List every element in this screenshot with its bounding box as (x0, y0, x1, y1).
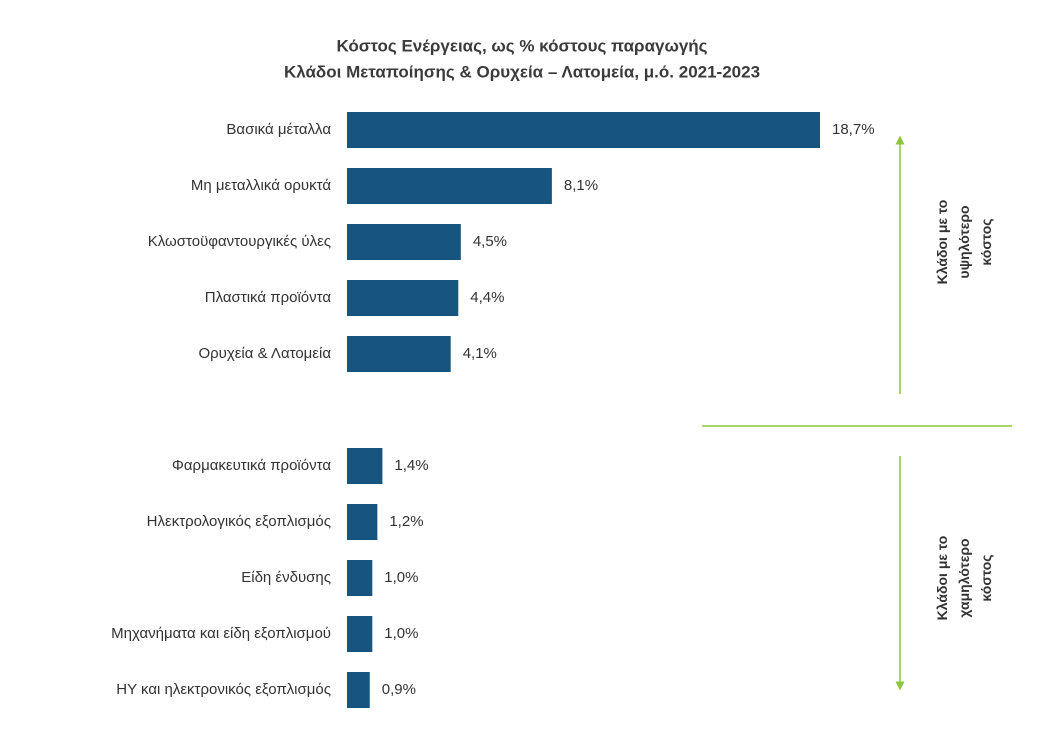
value-label: 1,0% (384, 569, 418, 586)
bar (347, 672, 370, 708)
group-label-line: Κλάδοι με το (934, 200, 950, 285)
group-label-line: κόστος (978, 554, 994, 601)
category-label: Πλαστικά προϊόντα (205, 289, 332, 306)
bar (347, 280, 459, 316)
group-label-line: κόστος (978, 218, 994, 265)
category-label: ΗΥ και ηλεκτρονικός εξοπλισμός (116, 681, 331, 698)
value-label: 18,7% (832, 121, 875, 138)
value-label: 4,1% (463, 345, 497, 362)
value-label: 8,1% (564, 177, 598, 194)
value-label: 1,4% (394, 457, 428, 474)
value-label: 4,5% (473, 233, 507, 250)
bar (347, 616, 373, 652)
category-label: Βασικά μέταλλα (226, 121, 331, 138)
category-label: Ηλεκτρολογικός εξοπλισμός (147, 513, 331, 530)
group-label-line: χαμηλότερο (956, 538, 972, 617)
chart-title: Κόστος Ενέργειας, ως % κόστους παραγωγής (336, 36, 707, 55)
category-label: Ορυχεία & Λατομεία (198, 345, 331, 362)
bar (347, 336, 451, 372)
bar (347, 448, 383, 484)
category-label: Είδη ένδυσης (241, 569, 331, 586)
value-label: 1,2% (389, 513, 423, 530)
group-label: Κλάδοι με το χαμηλότερο κόστος (934, 536, 994, 621)
bar (347, 224, 461, 260)
bar (347, 504, 378, 540)
value-label: 0,9% (382, 681, 416, 698)
bar (347, 560, 373, 596)
value-label: 4,4% (470, 289, 504, 306)
category-label: Μηχανήματα και είδη εξοπλισμού (111, 625, 331, 642)
bar (347, 112, 820, 148)
group-label: Κλάδοι με το υψηλότερο κόστος (934, 200, 994, 285)
group-label-line: υψηλότερο (956, 205, 972, 278)
category-label: Κλωστοϋφαντουργικές ύλες (148, 233, 331, 250)
chart-subtitle: Κλάδοι Μεταποίησης & Ορυχεία – Λατομεία,… (284, 62, 760, 81)
category-label: Μη μεταλλικά ορυκτά (191, 177, 331, 194)
bar (347, 168, 552, 204)
value-label: 1,0% (384, 625, 418, 642)
category-label: Φαρμακευτικά προϊόντα (172, 457, 331, 474)
group-label-line: Κλάδοι με το (934, 536, 950, 621)
